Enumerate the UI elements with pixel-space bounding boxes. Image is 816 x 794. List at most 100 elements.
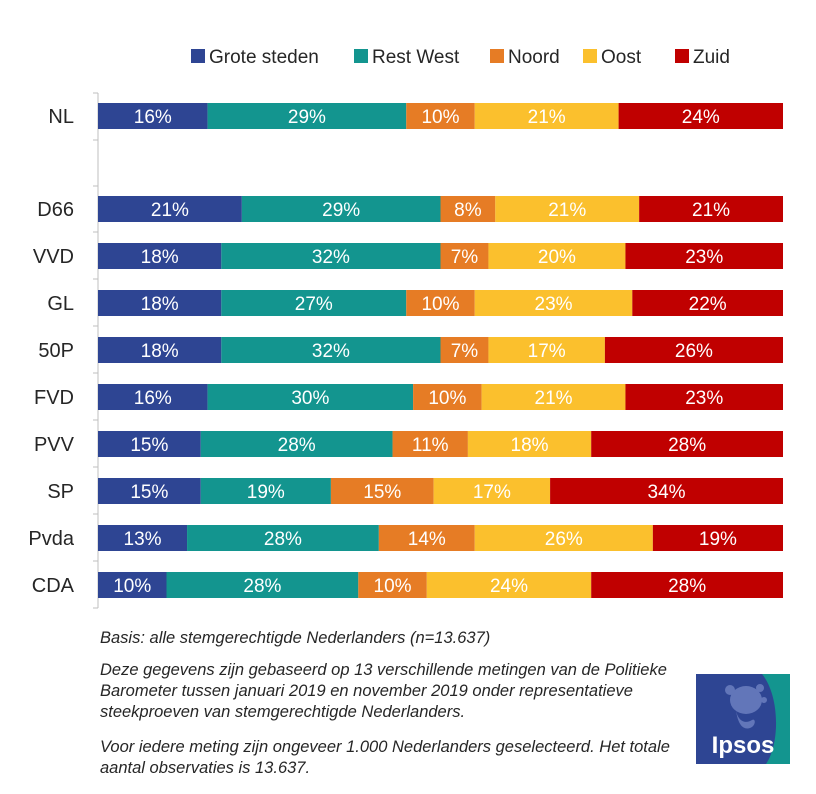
bar-segment (98, 478, 201, 504)
legend-label: Oost (601, 47, 642, 68)
data-label: 23% (685, 388, 723, 409)
data-label: 7% (451, 341, 479, 362)
data-label: 18% (511, 435, 549, 456)
legend-item: Rest West (354, 47, 460, 68)
data-label: 23% (535, 294, 573, 315)
bar-segment (474, 525, 653, 551)
bar-segment (591, 431, 783, 457)
bar-segment (166, 572, 359, 598)
legend-item: Oost (583, 47, 642, 68)
bar-segment (221, 337, 441, 363)
sample-text: Voor iedere meting zijn ongeveer 1.000 N… (100, 738, 670, 777)
bar-segment (652, 525, 783, 551)
bar-segment (550, 478, 783, 504)
legend-label: Zuid (693, 47, 730, 68)
bar-segment (378, 525, 475, 551)
bar-segment (98, 431, 201, 457)
bar-segment (200, 431, 393, 457)
legend-label: Noord (508, 47, 560, 68)
data-label: 20% (538, 247, 576, 268)
data-label: 21% (548, 200, 586, 221)
bar-segment (241, 196, 441, 222)
basis-text: Basis: alle stemgerechtigde Nederlanders… (100, 629, 491, 647)
data-label: 24% (682, 107, 720, 128)
category-label: 50P (38, 340, 74, 362)
category-label: CDA (32, 575, 75, 597)
data-label: 15% (130, 482, 168, 503)
bar-segment (625, 384, 783, 410)
data-label: 15% (130, 435, 168, 456)
data-label: 18% (141, 294, 179, 315)
bar-segment (413, 384, 482, 410)
bar-segment (207, 103, 407, 129)
bar-segment (440, 337, 489, 363)
data-label: 11% (412, 435, 449, 456)
bar-segment (433, 478, 551, 504)
ipsos-logo-icon: Ipsos (696, 674, 790, 764)
data-label: 22% (689, 294, 727, 315)
data-label: 30% (291, 388, 329, 409)
data-label: 26% (675, 341, 713, 362)
bar-segment (98, 337, 222, 363)
legend-swatch (490, 49, 504, 63)
data-label: 28% (278, 435, 316, 456)
bar-segment (488, 243, 626, 269)
legend-swatch (583, 49, 597, 63)
data-label: 29% (322, 200, 360, 221)
methodology-note: Deze gegevens zijn gebaseerd op 13 versc… (100, 660, 680, 723)
data-label: 10% (421, 294, 459, 315)
bar-segment (406, 103, 475, 129)
data-label: 10% (374, 576, 412, 597)
bar-segment (358, 572, 427, 598)
data-label: 24% (490, 576, 528, 597)
bar-segment (406, 290, 475, 316)
legend-swatch (675, 49, 689, 63)
data-label: 28% (668, 576, 706, 597)
ipsos-logo: Ipsos (696, 674, 790, 764)
ipsos-logo-text: Ipsos (712, 732, 775, 759)
bar-segment (632, 290, 783, 316)
data-label: 10% (421, 107, 459, 128)
data-label: 28% (668, 435, 706, 456)
bar-segment (98, 290, 222, 316)
bar-segment (98, 196, 242, 222)
bar-segment (604, 337, 783, 363)
data-label: 21% (151, 200, 189, 221)
category-label: VVD (33, 246, 74, 268)
bar-segment (625, 243, 783, 269)
data-label: 29% (288, 107, 326, 128)
bar-segment (426, 572, 592, 598)
bar-segment (639, 196, 783, 222)
bar-segment (221, 290, 407, 316)
bar-segment (98, 103, 208, 129)
data-label: 14% (408, 529, 446, 550)
bar-segment (207, 384, 414, 410)
legend-label: Grote steden (209, 47, 319, 68)
data-label: 21% (692, 200, 730, 221)
data-label: 7% (451, 247, 479, 268)
data-label: 28% (243, 576, 281, 597)
data-label: 32% (312, 247, 350, 268)
legend-item: Grote steden (191, 47, 319, 68)
bar-segment (440, 243, 489, 269)
stacked-bar-chart: Grote steden Rest West Noord Oost Zuid NL 16% 2… (28, 47, 783, 609)
bar-segment (618, 103, 783, 129)
bar-segment (488, 337, 605, 363)
data-label: 34% (648, 482, 686, 503)
data-label: 10% (428, 388, 466, 409)
bar-segment (392, 431, 468, 457)
legend-swatch (191, 49, 205, 63)
data-label: 23% (685, 247, 723, 268)
category-label: FVD (34, 387, 74, 409)
sample-note: Voor iedere meting zijn ongeveer 1.000 N… (100, 737, 680, 779)
data-label: 13% (124, 529, 162, 550)
bar-segment (98, 243, 222, 269)
data-label: 27% (295, 294, 333, 315)
data-label: 16% (134, 388, 172, 409)
category-label: GL (47, 293, 74, 315)
bar-segment (467, 431, 592, 457)
data-label: 10% (113, 576, 151, 597)
data-label: 17% (473, 482, 511, 503)
data-label: 18% (141, 341, 179, 362)
bar-segment (221, 243, 441, 269)
